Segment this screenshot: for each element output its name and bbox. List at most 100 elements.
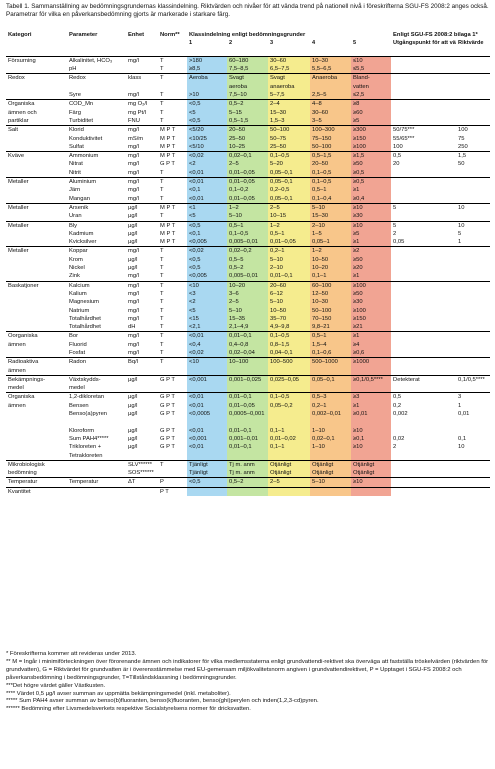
- unit-cell: mg/l: [126, 177, 158, 187]
- guideline-cell: [456, 73, 491, 83]
- class-1-cell: <0,01: [187, 392, 227, 402]
- trend-cell: [391, 349, 456, 358]
- parameter-cell: Aluminium: [67, 177, 126, 187]
- unit-cell: µg/l: [128, 239, 138, 246]
- guideline-cell: [456, 264, 490, 272]
- class-1-cell: >180: [187, 55, 227, 66]
- guideline-cell: [456, 186, 490, 194]
- class-1-cell: <0,5: [187, 255, 227, 265]
- table-row: partiklar Turbiditet FNU T <0,5 0,5–1,5 1,5–3 3…: [6, 116, 490, 126]
- unit-cell: mg/l: [128, 341, 139, 348]
- table-row: Sulfat mg/l M P T <5/10 10–25 25–50 50–100 ≥100…: [6, 142, 490, 152]
- class-1-cell: <0,02: [187, 151, 227, 161]
- class-2-cell: 0,1–0,2: [227, 186, 268, 195]
- trend-cell: [391, 264, 456, 272]
- class-5-cell: ≥10: [351, 443, 392, 452]
- class-3-cell: 0,1–0,5: [268, 331, 310, 341]
- table-row: medel medel: [6, 384, 490, 393]
- table-row: Kloroform µg/l G P T <0,01 0,01–0,1 0,1–1 1–10…: [6, 426, 490, 435]
- header-klass-5: 5: [353, 40, 357, 47]
- class-5-cell: [351, 366, 392, 376]
- class-1-cell: <5: [187, 108, 227, 117]
- class-5-cell: ≥100: [351, 306, 392, 315]
- class-2-cell: 0,5–1,5: [227, 116, 268, 126]
- class-5-cell: ≥8: [351, 99, 392, 109]
- trend-cell: [391, 280, 457, 290]
- class-4-cell: 5,5–6,5: [310, 65, 351, 74]
- class-4-cell: 15–30: [310, 212, 351, 222]
- class-5-cell: vatten: [351, 82, 392, 92]
- class-4-cell: 0,05–0,1: [310, 374, 351, 385]
- guideline-cell: [456, 418, 490, 426]
- class-3-cell: 0,8–1,5: [268, 340, 310, 349]
- norm-cell: [158, 367, 187, 376]
- header-norm: Norm**: [160, 32, 180, 38]
- parameter-cell: Arsenik: [67, 202, 126, 213]
- table-row: Organiska 1,2-dikloretan µg/l G P T <0,01 0,0…: [6, 392, 491, 402]
- class-1-cell: <2: [187, 298, 227, 307]
- class-2-cell: 3–6: [227, 289, 268, 299]
- class-5-cell: ≥2: [351, 246, 392, 256]
- trend-cell: [391, 195, 456, 204]
- class-4-cell: 3–5: [310, 116, 351, 126]
- class-5-cell: ≥0,01: [351, 410, 392, 419]
- unit-cell: mg/l: [128, 273, 139, 280]
- class-5-cell: ≥50: [351, 289, 392, 299]
- unit-cell: µg/l: [128, 402, 138, 409]
- class-2-cell: Svagt: [227, 73, 268, 83]
- norm-cell: T: [160, 117, 164, 124]
- footnote: ***** Sum PAH4 avser summan av benso(b)f…: [6, 698, 319, 705]
- parameter-cell: Kloroform: [69, 427, 95, 434]
- norm-cell: T: [160, 299, 164, 306]
- class-3-cell: [268, 451, 310, 461]
- class-2-cell: 0,5–2: [227, 264, 268, 273]
- class-3-cell: 2–5: [268, 202, 310, 213]
- trend-cell: [391, 452, 456, 461]
- guideline-cell: [456, 331, 491, 341]
- class-2-cell: Tj m. anm: [227, 469, 268, 478]
- category-cell: medel: [8, 385, 24, 392]
- class-5-cell: ≥1000: [351, 357, 392, 367]
- table-row: bedömning SOS****** Tjänligt Tj m. anm Otjän…: [6, 469, 490, 478]
- class-3-cell: 35–70: [268, 314, 310, 324]
- trend-cell: 0,2: [393, 402, 402, 409]
- class-2-cell: 25–50: [227, 134, 268, 143]
- class-3-cell: 0,01–0,02: [268, 434, 310, 444]
- unit-cell: mS/m: [128, 135, 144, 142]
- table-row: ämnen och Färg mg Pt/l T <5 5–15 15–30 30–60 ≥60: [6, 108, 490, 117]
- parameter-cell: Redox: [67, 73, 126, 83]
- table-row: Nitrat mg/l G P T <2 2–5 5–20 20–50 ≥50 20 50: [6, 160, 490, 169]
- class-3-cell: 1,5–3: [268, 116, 310, 126]
- norm-cell: M P T: [158, 125, 187, 135]
- category-cell: [6, 435, 67, 443]
- table-row: Sum PAH4***** µg/l G P T <0,001 0,001–0,01 0,…: [6, 434, 490, 444]
- class-3-cell: 50–75: [268, 134, 310, 143]
- class-3-cell: [268, 410, 310, 419]
- category-cell: [6, 65, 67, 74]
- class-5-cell: ≥150: [351, 314, 392, 324]
- parameter-cell: Alkalinitet, HCO₃: [67, 55, 126, 66]
- parameter-cell: [67, 469, 126, 478]
- category-cell: [6, 272, 67, 281]
- class-5-cell: [351, 418, 392, 427]
- class-5-cell: ≥5: [351, 116, 392, 126]
- norm-cell: [158, 418, 187, 426]
- category-cell: ämnen: [8, 367, 26, 374]
- trend-cell: [391, 186, 456, 194]
- norm-cell: [158, 384, 187, 393]
- guideline-cell: [456, 91, 490, 100]
- unit-cell: ΔT: [126, 477, 158, 488]
- unit-cell: SOS******: [128, 470, 154, 477]
- category-cell: [6, 290, 67, 298]
- category-cell: [6, 238, 67, 247]
- parameter-cell: Syre: [69, 92, 81, 99]
- norm-cell: G P T: [160, 411, 175, 418]
- class-3-cell: 2–4: [268, 99, 310, 109]
- class-4-cell: [310, 486, 351, 497]
- table-row: Mikrobiologisk SLV****** T Tjänligt Tj m. an…: [6, 459, 491, 470]
- norm-cell: T: [160, 256, 164, 263]
- class-1-cell: <10: [187, 280, 227, 290]
- class-3-cell: [268, 384, 310, 393]
- guideline-cell: [456, 349, 490, 358]
